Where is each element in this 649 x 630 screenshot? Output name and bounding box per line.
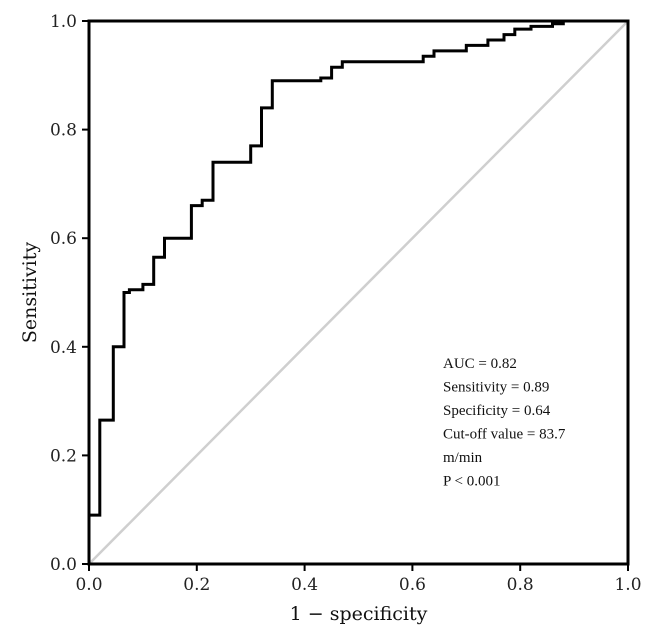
x-tick-label: 0.8 [507, 575, 534, 595]
y-axis-label: Sensitivity [19, 242, 41, 343]
annotation-auc: AUC = 0.82 [443, 356, 517, 372]
annotation-cutoff: Cut-off value = 83.7 [443, 427, 566, 443]
roc-curve-line [87, 19, 628, 564]
x-tick-label: 0.6 [399, 575, 426, 595]
annotation-cutoff-unit: m/min [443, 450, 483, 466]
y-tick-label: 0.6 [50, 229, 77, 249]
annotation-sensitivity: Sensitivity = 0.89 [443, 380, 549, 396]
x-tick-label: 1.0 [614, 575, 641, 595]
y-axis-ticks: 0.0 0.2 0.4 0.6 0.8 1.0 [50, 12, 89, 575]
x-tick-label: 0.4 [291, 575, 318, 595]
plot-frame [87, 19, 630, 566]
x-tick-label: 0.0 [75, 575, 102, 595]
x-tick-label: 0.2 [183, 575, 210, 595]
y-tick-label: 0.2 [50, 446, 77, 466]
annotation-p-value: P < 0.001 [443, 474, 501, 490]
annotation-specificity: Specificity = 0.64 [443, 403, 551, 419]
y-tick-label: 0.4 [50, 338, 77, 358]
x-axis-ticks: 0.0 0.2 0.4 0.6 0.8 1.0 [75, 564, 642, 595]
y-tick-label: 0.8 [50, 121, 77, 141]
x-axis-label: 1 − specificity [290, 603, 428, 625]
y-tick-label: 1.0 [50, 12, 77, 32]
reference-diagonal-line [88, 20, 629, 565]
y-tick-label: 0.0 [50, 555, 77, 575]
statistics-annotation: AUC = 0.82 Sensitivity = 0.89 Specificit… [443, 356, 566, 490]
